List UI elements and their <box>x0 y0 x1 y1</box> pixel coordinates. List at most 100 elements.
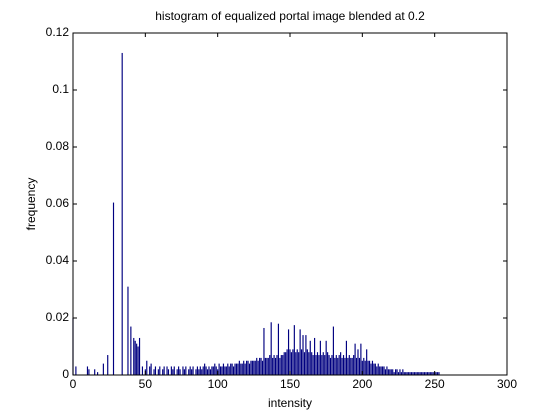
bar <box>112 202 115 375</box>
bar <box>422 372 424 375</box>
bar <box>205 366 207 375</box>
bar <box>300 349 303 375</box>
bar <box>280 355 282 375</box>
bar <box>376 366 378 375</box>
bar <box>386 366 388 375</box>
bar <box>235 363 238 375</box>
bar <box>237 363 239 375</box>
bar <box>335 355 337 375</box>
bar <box>351 357 353 375</box>
bar <box>382 366 384 375</box>
bar <box>363 357 365 375</box>
bar <box>374 363 376 375</box>
bar <box>324 355 326 375</box>
bar <box>428 372 430 375</box>
y-tick-label: 0.06 <box>46 196 70 210</box>
bar <box>167 369 170 375</box>
bar <box>170 366 172 375</box>
x-tick-label: 200 <box>352 377 372 391</box>
bar <box>196 366 198 375</box>
bar <box>248 363 251 375</box>
bar <box>314 337 316 375</box>
bar <box>315 355 317 375</box>
x-tick-label: 150 <box>280 377 300 391</box>
bar <box>302 335 304 375</box>
bar <box>282 355 284 375</box>
bar <box>277 323 280 375</box>
bar <box>410 372 413 375</box>
bar <box>260 357 262 375</box>
bar <box>286 349 288 375</box>
bar <box>328 355 330 375</box>
bar <box>397 372 400 375</box>
bar <box>176 369 178 375</box>
bar <box>426 372 429 375</box>
y-tick-label: 0.02 <box>46 310 70 324</box>
bar <box>285 352 287 375</box>
bar <box>178 366 180 375</box>
bar <box>327 352 329 375</box>
bar <box>421 372 423 375</box>
bar <box>332 326 334 375</box>
bar <box>309 340 311 375</box>
bar <box>409 372 411 375</box>
bar <box>353 355 355 375</box>
bar <box>396 369 398 375</box>
bar <box>146 360 148 375</box>
bar <box>150 363 152 375</box>
bar <box>400 372 402 375</box>
bar <box>368 360 371 375</box>
bar <box>416 372 418 375</box>
bar <box>162 369 164 375</box>
bar <box>279 357 281 375</box>
bar <box>412 372 414 375</box>
bar <box>199 366 201 375</box>
bar <box>367 360 369 375</box>
bar <box>189 366 191 375</box>
bar <box>240 363 242 375</box>
bar <box>306 349 308 375</box>
bar <box>423 372 426 375</box>
bar <box>211 366 213 375</box>
bar <box>75 366 77 375</box>
bar <box>338 355 340 375</box>
bar <box>230 363 232 375</box>
bar <box>188 369 190 375</box>
bar <box>347 357 349 375</box>
bar <box>215 366 217 375</box>
bar <box>329 357 332 375</box>
bar <box>138 337 141 375</box>
bar <box>238 360 240 375</box>
bar <box>355 357 358 375</box>
bar <box>225 366 227 375</box>
bar <box>134 340 136 375</box>
bar <box>361 360 363 375</box>
bar <box>389 369 391 375</box>
bar <box>141 366 144 375</box>
bar <box>371 360 374 375</box>
bar <box>154 366 157 375</box>
bar <box>222 363 225 375</box>
bar <box>322 352 324 375</box>
bar <box>272 357 274 375</box>
bar <box>366 349 368 375</box>
y-tick-label: 0.04 <box>46 253 70 267</box>
bar <box>218 363 220 375</box>
bar <box>234 363 236 375</box>
bar <box>331 355 333 375</box>
bar <box>244 363 246 375</box>
bar <box>182 366 184 375</box>
bar <box>208 366 210 375</box>
bar <box>345 340 347 375</box>
bar <box>102 363 104 375</box>
bar <box>384 369 387 375</box>
bar <box>340 352 342 375</box>
bar <box>157 369 159 375</box>
bar <box>241 363 243 375</box>
bar <box>276 355 278 375</box>
bar <box>251 360 253 375</box>
bar <box>219 366 222 375</box>
bar <box>318 355 320 375</box>
bar <box>316 352 319 375</box>
bar <box>233 366 235 375</box>
